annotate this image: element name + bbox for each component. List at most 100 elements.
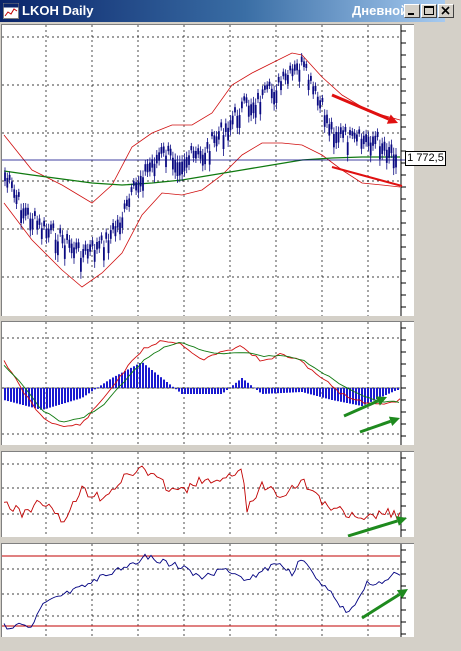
macd-line (3, 340, 401, 428)
price-pane[interactable] (1, 24, 414, 316)
macd-histogram-bar (343, 388, 345, 403)
bollinger-lower (3, 142, 401, 288)
macd-histogram-bar (337, 388, 339, 402)
candle-body (231, 115, 234, 125)
candle-body (298, 69, 301, 82)
macd-histogram-bar (259, 388, 261, 393)
candle-body (80, 257, 82, 272)
macd-histogram-bar (310, 388, 312, 395)
macd-histogram-bar (31, 388, 33, 408)
candle-body (287, 74, 289, 84)
macd-histogram-bar (127, 369, 129, 388)
macd-histogram-bar (94, 388, 96, 390)
macd-histogram-bar (52, 388, 54, 407)
macd-histogram-bar (316, 388, 318, 396)
candle-body (321, 97, 324, 103)
minimize-button[interactable] (404, 4, 420, 18)
maximize-button[interactable] (421, 4, 437, 18)
macd-histogram-bar (28, 388, 30, 407)
candle-body (351, 131, 354, 136)
candle-body (211, 132, 213, 137)
candle-body (390, 144, 393, 154)
macd-histogram-bar (142, 362, 144, 388)
macd-histogram-bar (181, 388, 183, 394)
candle-body (167, 145, 170, 152)
candle-body (342, 130, 344, 138)
candle-body (284, 73, 287, 81)
candle-body (356, 134, 358, 142)
candle-body (268, 81, 271, 86)
macd-histogram-bar (274, 388, 276, 394)
macd-histogram-bar (55, 388, 57, 406)
oscillator-line (3, 465, 401, 523)
candle-body (84, 244, 87, 251)
candle-body (135, 182, 137, 191)
title-bar[interactable]: LKOH Daily Дневной (0, 0, 445, 22)
candle-body (112, 223, 114, 230)
candle-body (45, 228, 48, 239)
candle-body (68, 239, 71, 248)
candle-body (103, 247, 105, 261)
macd-histogram-bar (166, 382, 168, 388)
macd-histogram-bar (151, 370, 153, 388)
macd-histogram-bar (304, 388, 306, 393)
candle-body (119, 222, 121, 235)
macd-histogram-bar (34, 388, 36, 409)
macd-pane[interactable] (1, 321, 414, 445)
candle-body (151, 159, 154, 168)
macd-histogram-bar (325, 388, 327, 399)
candle-body (158, 152, 160, 161)
candle-body (335, 131, 338, 144)
macd-histogram-bar (340, 388, 342, 402)
candle-body (257, 92, 259, 100)
candle-body (291, 68, 294, 77)
candle-body (236, 115, 239, 128)
candle-body (316, 96, 319, 106)
macd-histogram-bar (232, 385, 234, 388)
candle-body (250, 104, 252, 116)
candle-body (96, 241, 98, 250)
candle-body (245, 97, 248, 103)
oscillator-pane-2[interactable] (1, 543, 414, 637)
candle-body (6, 177, 9, 188)
macd-histogram-bar (37, 388, 39, 409)
macd-histogram-bar (301, 388, 303, 392)
green-arrow-icon (395, 516, 407, 526)
macd-histogram-bar (169, 384, 171, 388)
candle-body (130, 187, 133, 193)
candle-body (82, 249, 85, 258)
candle-body (50, 224, 52, 231)
macd-histogram-bar (136, 364, 138, 388)
candle-body (24, 207, 27, 216)
macd-histogram-bar (175, 388, 177, 390)
macd-histogram-bar (283, 388, 285, 393)
candle-body (330, 121, 333, 130)
macd-histogram-bar (112, 377, 114, 388)
macd-histogram-bar (319, 388, 321, 397)
macd-histogram-bar (76, 388, 78, 400)
macd-chart (2, 322, 406, 445)
candle-body (337, 132, 340, 143)
macd-histogram-bar (43, 388, 45, 410)
macd-histogram-bar (22, 388, 24, 405)
macd-histogram-bar (196, 388, 198, 394)
oscillator-pane-1[interactable] (1, 451, 414, 537)
candle-body (312, 86, 315, 95)
candle-body (8, 174, 11, 181)
candle-body (254, 104, 257, 118)
candle-body (229, 120, 232, 131)
macd-histogram-bar (298, 388, 300, 393)
candle-body (149, 162, 151, 172)
candle-body (379, 146, 381, 160)
macd-histogram-bar (82, 388, 84, 398)
macd-histogram-bar (124, 371, 126, 388)
macd-histogram-bar (295, 388, 297, 393)
maximize-icon (424, 6, 434, 15)
macd-histogram-bar (361, 388, 363, 406)
candle-body (57, 241, 59, 256)
green-arrow-icon (388, 416, 400, 427)
close-button[interactable] (438, 4, 454, 18)
macd-histogram-bar (292, 388, 294, 393)
candle-body (349, 130, 351, 135)
